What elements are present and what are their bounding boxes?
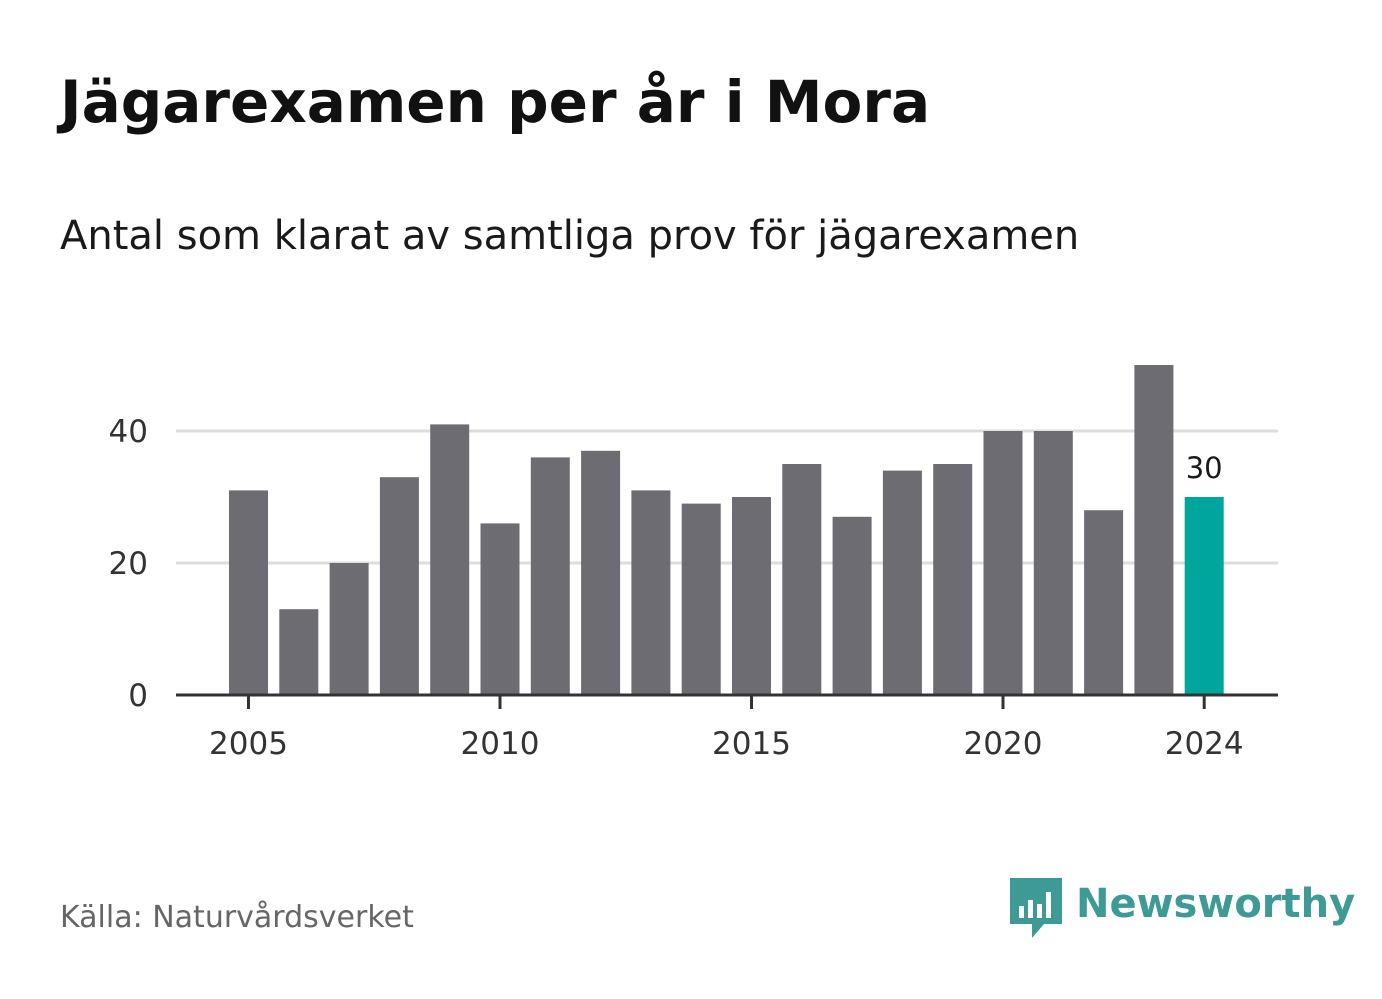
bar-2009 <box>430 424 470 695</box>
chart-title: Jägarexamen per år i Mora <box>60 68 931 136</box>
bar-2023 <box>1134 365 1174 695</box>
bar-2017 <box>832 516 872 695</box>
bar-2024 <box>1184 497 1224 695</box>
x-tick-label-2005: 2005 <box>209 726 288 762</box>
bar-2019 <box>933 464 973 695</box>
newsworthy-logo-icon <box>1010 878 1062 938</box>
y-tick-label-0: 0 <box>128 678 148 714</box>
brand-name: Newsworthy <box>1076 881 1356 927</box>
bar-2022 <box>1084 510 1124 695</box>
y-tick-label-20: 20 <box>109 546 148 582</box>
x-axis-ticks: 2005 2010 2015 2020 2024 <box>209 695 1244 762</box>
bar-2016 <box>782 464 822 695</box>
data-label-2024: 30 <box>1186 451 1223 485</box>
source-note: Källa: Naturvårdsverket <box>60 900 414 935</box>
x-tick-label-2015: 2015 <box>712 726 791 762</box>
bar-2012 <box>581 450 621 695</box>
chart-subtitle: Antal som klarat av samtliga prov för jä… <box>60 213 1080 259</box>
bar-2007 <box>329 563 369 695</box>
bar-2015 <box>732 497 771 695</box>
bar-2010 <box>480 523 520 695</box>
bar-2011 <box>530 457 570 695</box>
y-axis-ticks: 0 20 40 <box>109 414 148 714</box>
y-tick-label-40: 40 <box>109 414 148 450</box>
bars <box>229 365 1224 695</box>
x-tick-label-2010: 2010 <box>461 726 540 762</box>
bar-2014 <box>681 503 721 695</box>
x-tick-label-2020: 2020 <box>964 726 1043 762</box>
brand-logo: Newsworthy <box>1010 878 1355 940</box>
bar-2008 <box>379 477 419 695</box>
x-tick-label-2024: 2024 <box>1165 726 1244 762</box>
bar-2013 <box>631 490 671 695</box>
bar-2018 <box>882 470 922 695</box>
bar-2020 <box>983 431 1023 695</box>
bar-2006 <box>279 609 319 695</box>
bar-2005 <box>229 490 268 695</box>
data-labels: 30 <box>1186 451 1223 485</box>
bar-2021 <box>1033 431 1073 695</box>
